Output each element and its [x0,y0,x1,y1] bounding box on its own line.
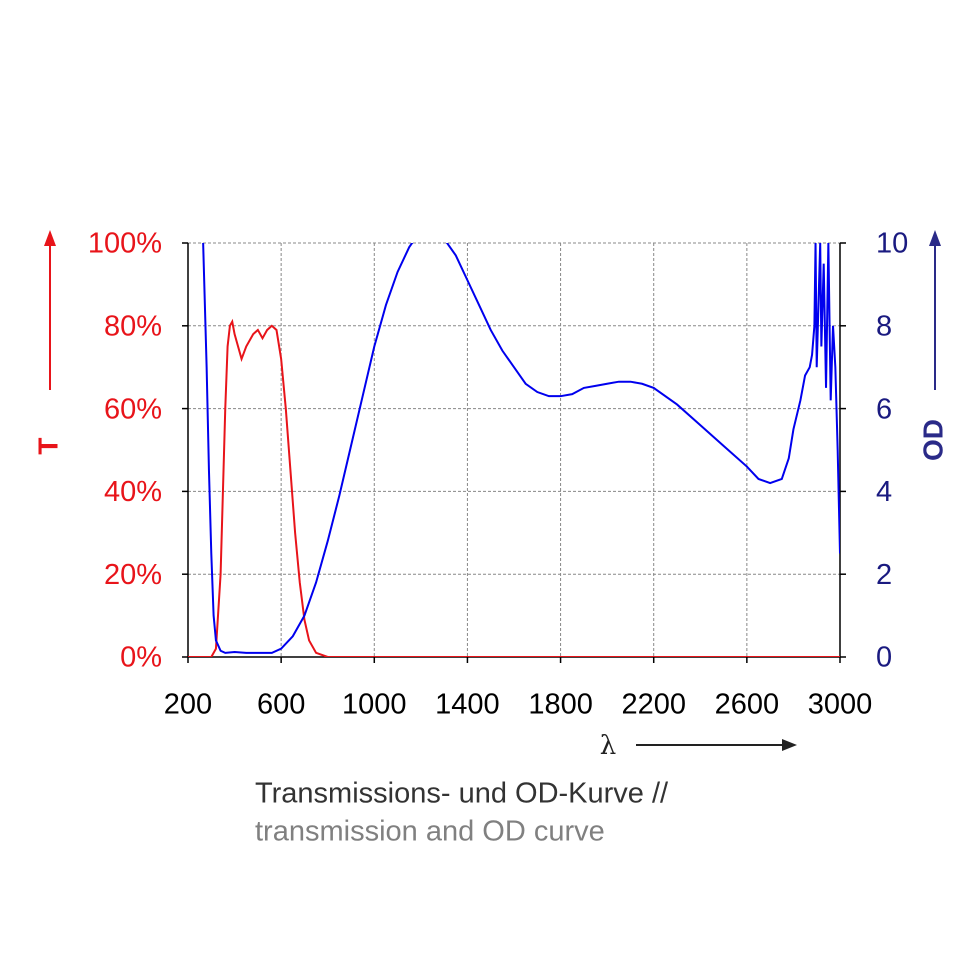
y2-tick-label: 0 [876,642,892,674]
y-tick-label: 0% [120,642,162,674]
x-tick-label: 1800 [528,689,593,721]
y2-axis-label: OD [917,419,948,461]
x-tick-label: 3000 [808,689,873,721]
series-line [188,318,840,657]
caption: Transmissions- und OD-Kurve // [255,778,669,810]
y-tick-label: 40% [104,476,162,508]
x-tick-label: 2600 [715,689,780,721]
caption: transmission and OD curve [255,816,605,848]
y-axis-label: T [32,437,63,454]
od-arrowhead [929,230,941,246]
x-tick-label: 1400 [435,689,500,721]
y2-tick-label: 6 [876,393,892,425]
t-arrowhead [44,230,56,246]
y-tick-label: 20% [104,559,162,591]
y2-tick-label: 4 [876,476,892,508]
x-tick-label: 600 [257,689,305,721]
y-tick-label: 80% [104,310,162,342]
y-tick-label: 100% [88,228,162,260]
lambda-arrowhead [782,739,797,751]
x-axis-label: λ [600,731,616,761]
x-tick-label: 2200 [621,689,686,721]
x-tick-label: 200 [164,689,212,721]
y-tick-label: 60% [104,393,162,425]
x-tick-label: 1000 [342,689,407,721]
plot-area [188,243,840,657]
series-line [202,243,840,654]
y2-tick-label: 10 [876,228,908,260]
y2-tick-label: 2 [876,559,892,591]
y2-tick-label: 8 [876,310,892,342]
